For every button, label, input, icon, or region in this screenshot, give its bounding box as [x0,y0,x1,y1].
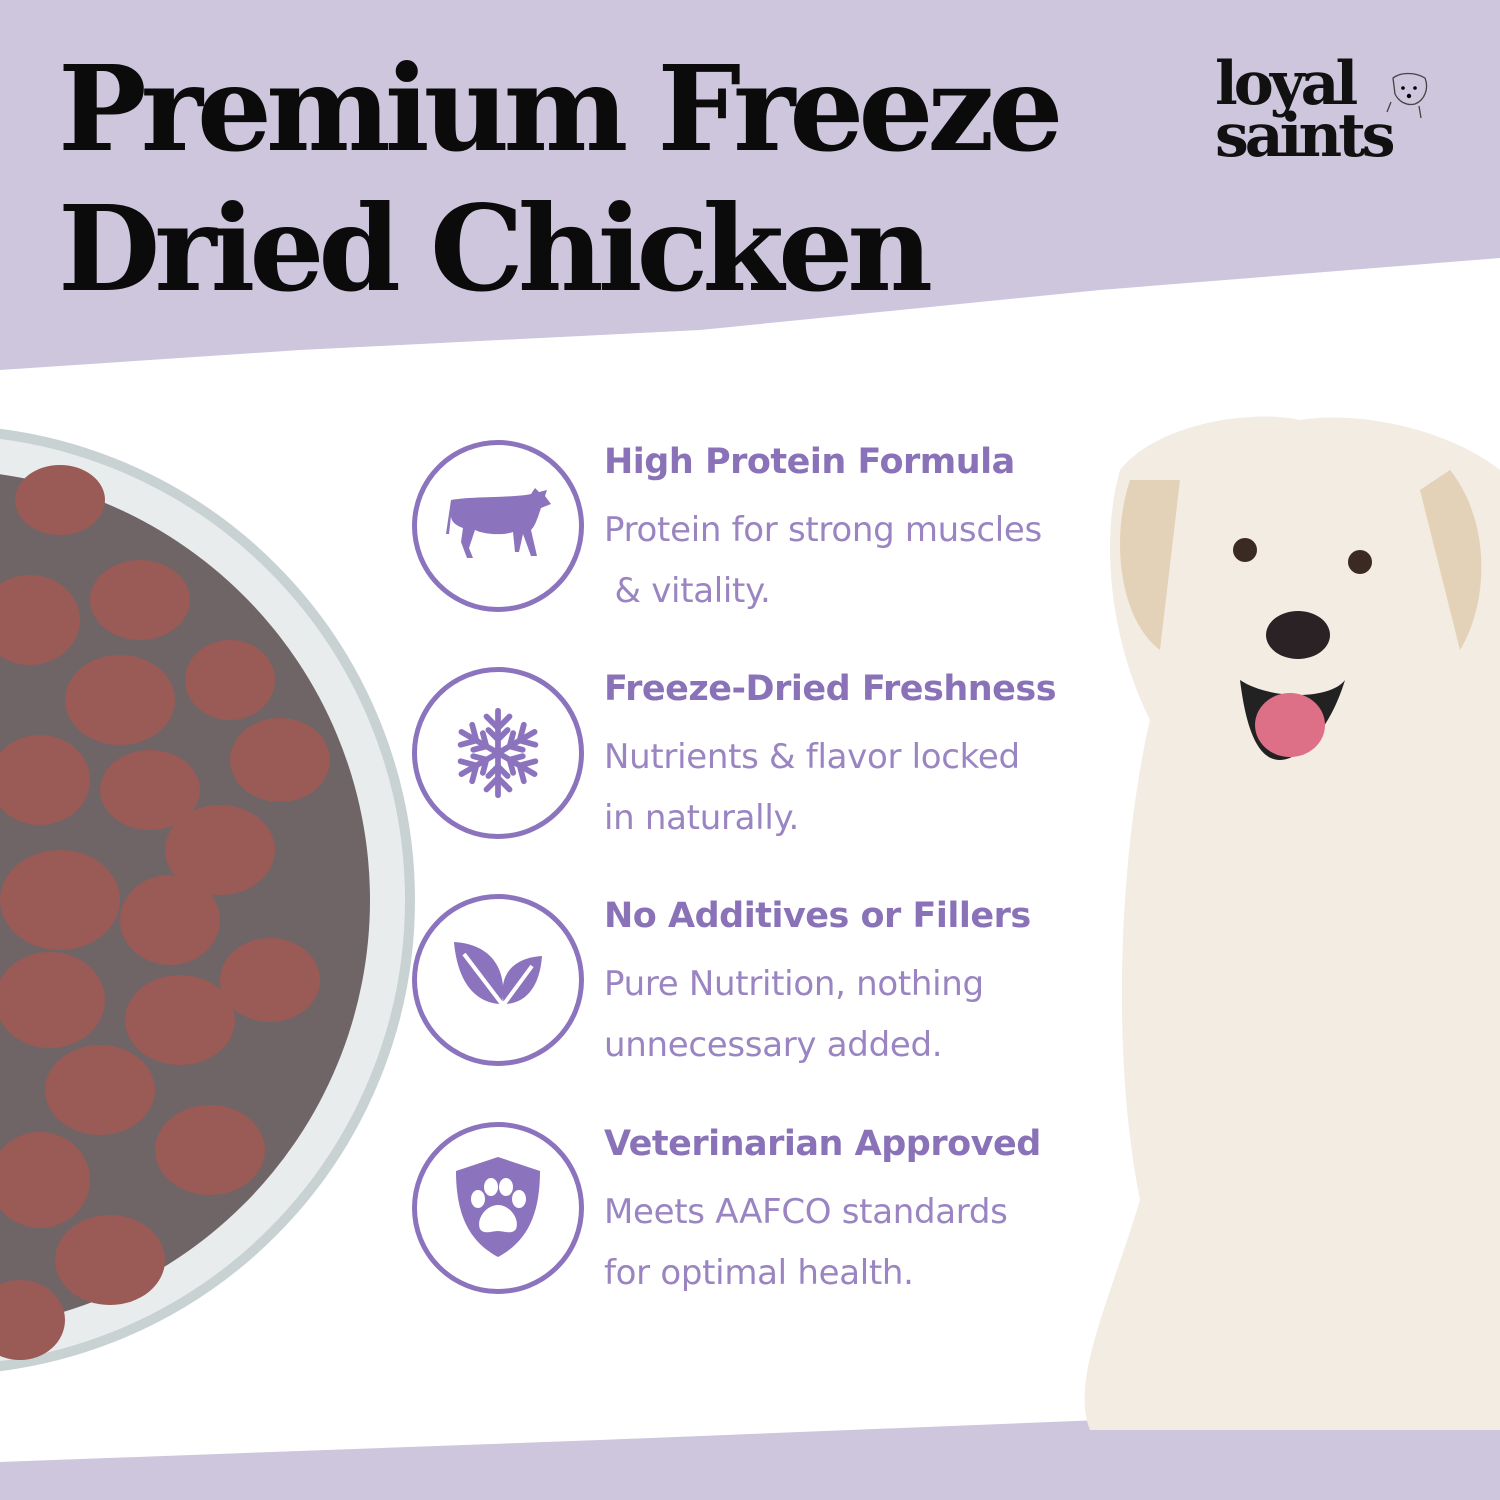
feature-freeze-dried: Freeze-Dried Freshness Nutrients & flavo… [408,667,1108,867]
feature-desc-line-2: unnecessary added. [604,1025,943,1065]
paw-shield-icon [456,1157,540,1257]
feature-desc-line-1: Meets AAFCO standards [604,1192,1008,1232]
feature-no-additives: No Additives or Fillers Pure Nutrition, … [408,894,1108,1094]
feature-heading: High Protein Formula [604,442,1015,482]
chicken-bowl-image [0,428,415,1372]
icon-circle [412,667,584,839]
cow-icon [446,488,551,558]
feature-desc-line-2: in naturally. [604,798,799,838]
logo-line-2: saints [1215,101,1396,171]
feature-vet-approved: Veterinarian Approved Meets AAFCO standa… [408,1122,1108,1322]
feature-heading: Veterinarian Approved [604,1124,1041,1164]
feature-high-protein: High Protein Formula Protein for strong … [408,440,1108,640]
icon-circle [412,440,584,612]
brand-logo: loyal saints [1215,49,1428,171]
feature-heading: No Additives or Fillers [604,896,1031,936]
feature-desc-line-2: for optimal health. [604,1253,914,1293]
headline-line-2: Dried Chicken [58,179,933,318]
logo-line-1: loyal [1215,49,1358,119]
snowflake-icon [450,707,546,803]
dog-face-icon [1386,72,1428,119]
icon-circle [412,1122,584,1294]
feature-heading: Freeze-Dried Freshness [604,669,1057,709]
feature-desc-line-1: Nutrients & flavor locked [604,737,1020,777]
feature-desc-line-2: & vitality. [604,571,771,611]
headline-line-1: Premium Freeze [58,39,1063,178]
feature-desc-line-1: Protein for strong muscles [604,510,1042,550]
leaf-icon [454,942,542,1021]
dog-image [1084,416,1500,1430]
icon-circle [412,894,584,1066]
feature-desc-line-1: Pure Nutrition, nothing [604,964,984,1004]
